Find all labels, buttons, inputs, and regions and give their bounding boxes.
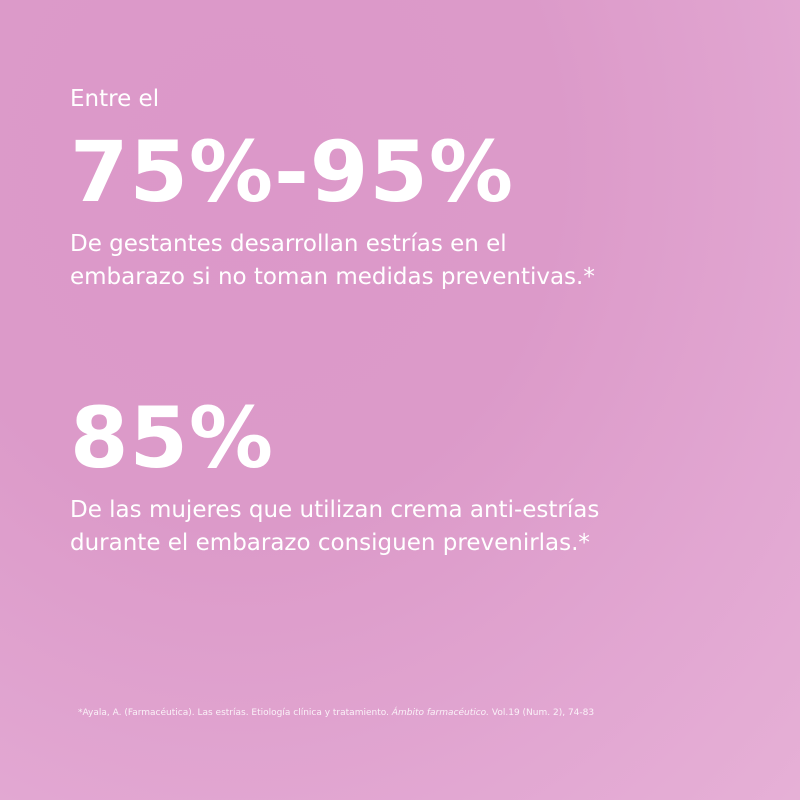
stat2-description: De las mujeres que utilizan crema anti-e… [70,494,599,560]
stat1-line2: embarazo si no toman medidas preventivas… [70,264,595,290]
stat2-line1: De las mujeres que utilizan crema anti-e… [70,497,600,523]
footnote: *Ayala, A. (Farmacéutica). Las estrías. … [78,708,594,718]
stat2-value: 85% [70,389,275,487]
footnote-volume: Vol.19 (Num. 2), 74-83 [489,708,595,718]
stat1-intro: Entre el [70,86,160,112]
footnote-journal: Ámbito farmacéutico. [391,708,490,718]
stat1-description: De gestantes desarrollan estrías en el e… [70,228,595,294]
stat1-line1: De gestantes desarrollan estrías en el [70,231,507,257]
footnote-citation: *Ayala, A. (Farmacéutica). Las estrías. … [78,708,392,718]
stat1-value: 75%-95% [70,123,514,221]
stat2-line2: durante el embarazo consiguen prevenirla… [70,530,590,556]
